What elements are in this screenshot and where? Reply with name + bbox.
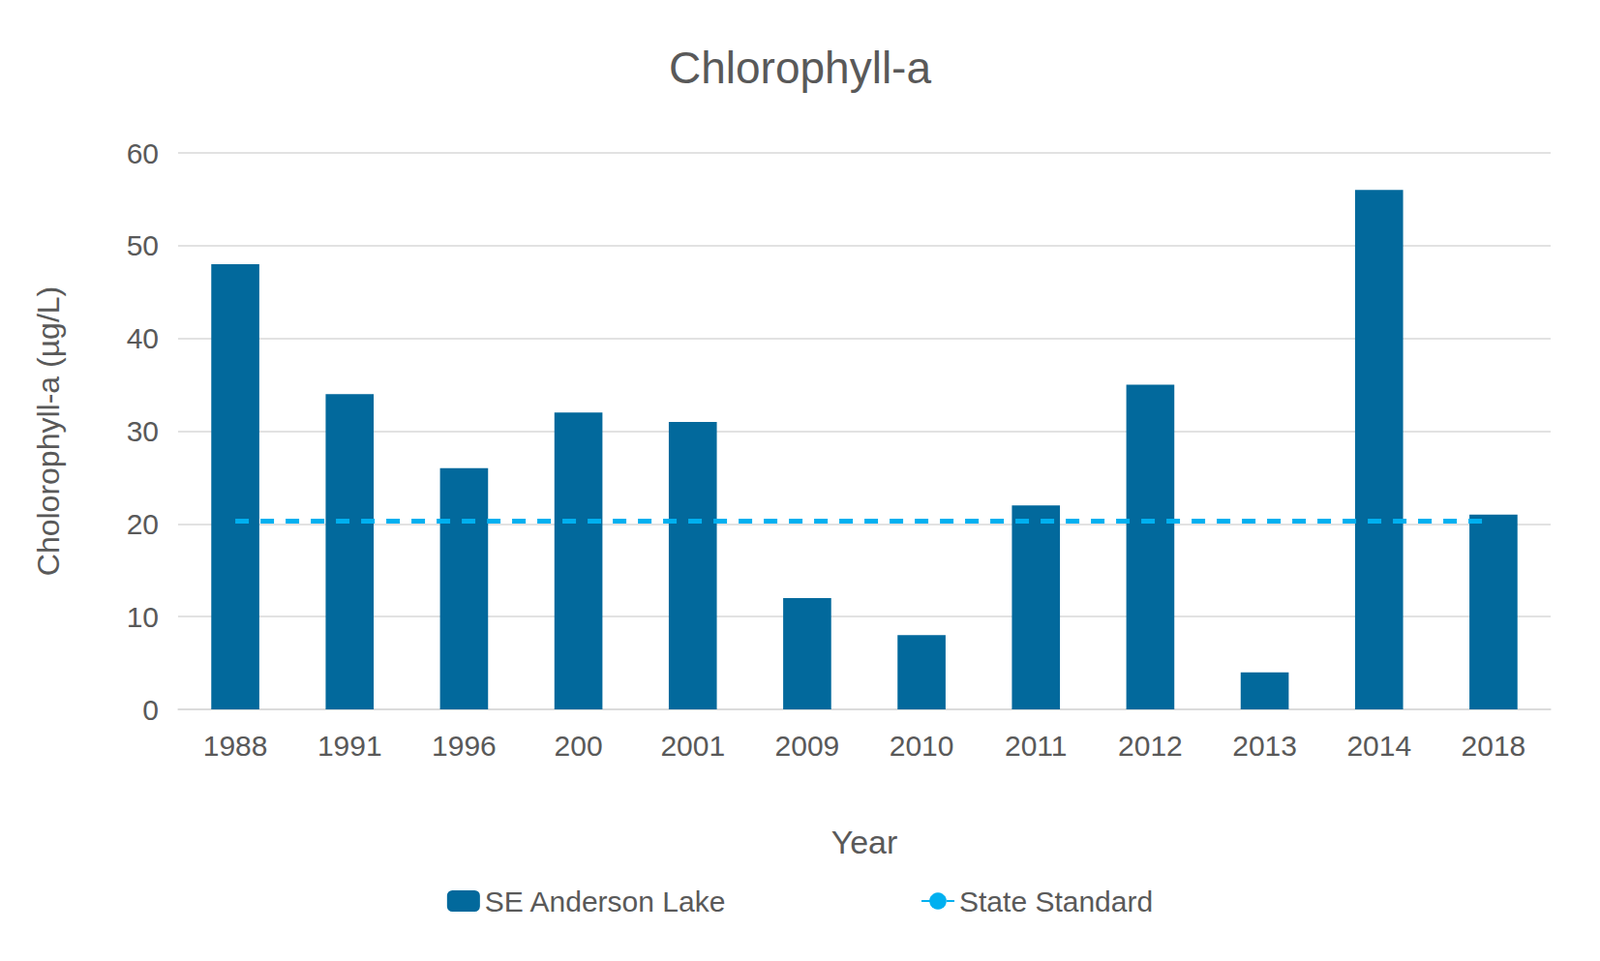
svg-text:10: 10 (126, 601, 159, 634)
svg-text:State Standard: State Standard (959, 885, 1153, 918)
svg-text:2011: 2011 (1004, 729, 1068, 762)
svg-text:200: 200 (554, 729, 604, 762)
svg-text:1988: 1988 (203, 729, 269, 762)
svg-text:0: 0 (142, 694, 159, 726)
svg-text:40: 40 (126, 322, 159, 355)
svg-text:2018: 2018 (1461, 729, 1527, 762)
svg-text:2009: 2009 (775, 729, 841, 762)
svg-text:30: 30 (126, 415, 159, 448)
svg-text:2012: 2012 (1117, 729, 1183, 762)
svg-text:Cholorophyll-a (µg/L): Cholorophyll-a (µg/L) (30, 286, 66, 576)
svg-text:2014: 2014 (1346, 729, 1412, 762)
svg-text:SE Anderson Lake: SE Anderson Lake (484, 885, 726, 918)
svg-text:20: 20 (126, 508, 159, 541)
svg-text:2001: 2001 (660, 729, 725, 762)
svg-text:Chlorophyll-a: Chlorophyll-a (668, 42, 932, 93)
svg-text:2010: 2010 (889, 729, 955, 762)
svg-text:50: 50 (126, 229, 159, 262)
svg-text:1991: 1991 (317, 729, 383, 762)
svg-text:1996: 1996 (431, 729, 497, 762)
svg-text:Year: Year (831, 823, 899, 861)
svg-text:60: 60 (126, 137, 159, 170)
svg-text:2013: 2013 (1232, 729, 1298, 762)
